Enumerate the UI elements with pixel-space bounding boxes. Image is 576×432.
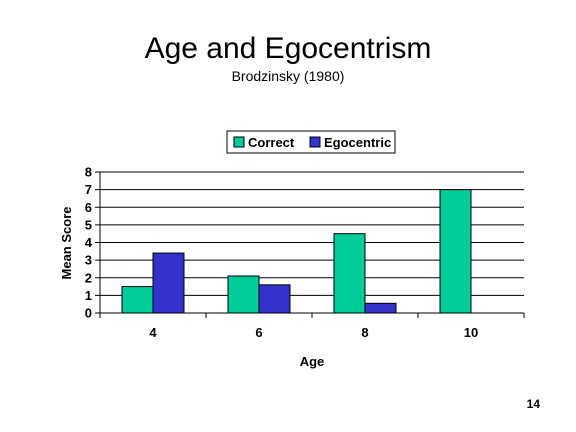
legend-label-correct: Correct [248,135,295,150]
x-tick-label: 10 [464,325,478,340]
bar-egocentric-age-8 [364,302,397,314]
slide-subtitle: Brodzinsky (1980) [231,68,345,84]
chart-legend: Correct Egocentric [226,130,396,154]
y-tick-label: 1 [85,288,92,303]
x-axis-title: Age [300,354,325,369]
bar-correct-age-10 [439,189,472,314]
y-tick-label: 0 [85,306,92,321]
slide-title: Age and Egocentrism [144,32,432,65]
x-tick-label: 4 [149,325,157,340]
y-tick-label: 6 [85,200,92,215]
y-tick-labels: 0 1 2 3 4 5 6 7 8 [85,165,93,321]
bar-correct-age-8 [333,233,366,314]
y-tick-label: 2 [85,270,92,285]
y-tick-label: 8 [85,165,92,180]
bar-correct-age-6 [227,275,260,314]
y-tick-label: 5 [85,217,92,232]
legend-swatch-correct [233,136,245,148]
chart-bars [121,189,472,314]
legend-swatch-egocentric [309,136,321,148]
x-tick-labels: 4 6 8 10 [149,325,478,340]
x-tick-label: 8 [361,325,368,340]
bar-egocentric-age-6 [258,284,291,314]
chart-axes [95,171,525,318]
page-number: 14 [526,397,540,411]
bar-egocentric-age-4 [152,252,185,314]
legend-label-egocentric: Egocentric [324,135,391,150]
y-tick-label: 4 [85,235,93,250]
bar-correct-age-4 [121,286,154,314]
y-axis-title: Mean Score [59,207,74,280]
y-tick-label: 7 [85,182,92,197]
x-tick-label: 6 [255,325,262,340]
y-tick-label: 3 [85,253,92,268]
